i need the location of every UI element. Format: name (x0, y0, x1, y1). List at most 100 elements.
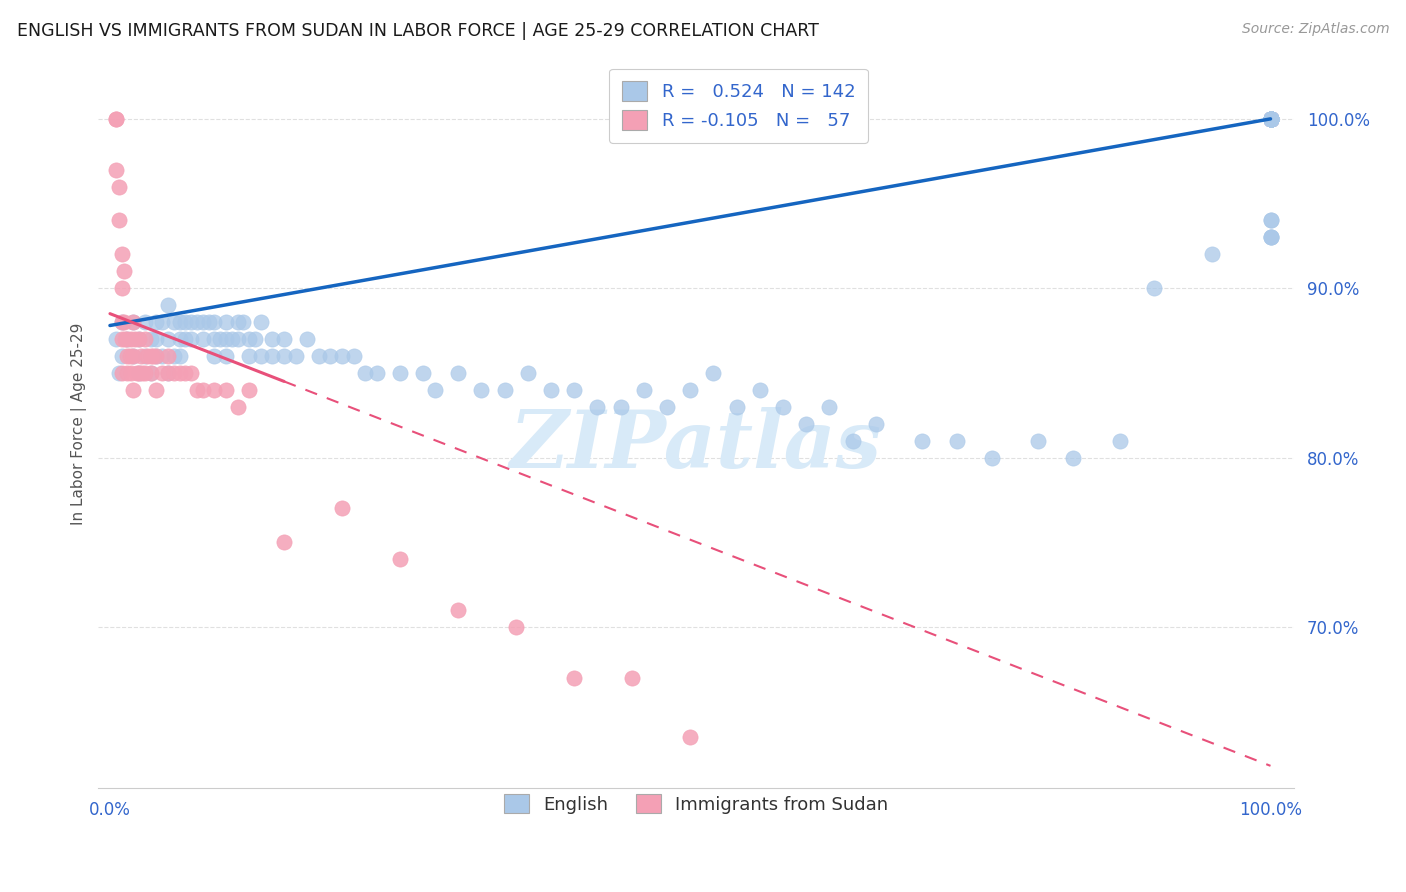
Point (1260, 112, 1282, 126)
Point (1201, 247, 1223, 261)
Point (156, 332, 179, 346)
Point (131, 366, 153, 380)
Point (1260, 112, 1282, 126)
Point (494, 383, 516, 397)
Point (108, 366, 131, 380)
Point (772, 400, 794, 414)
Point (1260, 112, 1282, 126)
Point (1260, 112, 1282, 126)
Point (540, 383, 562, 397)
Point (794, 417, 817, 431)
Point (215, 332, 238, 346)
Point (226, 400, 249, 414)
Point (330, 501, 353, 516)
Point (108, 179, 131, 194)
Point (1108, 434, 1130, 448)
Point (202, 315, 225, 329)
Point (412, 366, 434, 380)
Point (273, 349, 295, 363)
Point (169, 349, 191, 363)
Legend: English, Immigrants from Sudan: English, Immigrants from Sudan (491, 781, 901, 826)
Point (104, 162, 127, 177)
Point (679, 383, 702, 397)
Point (330, 349, 353, 363)
Point (110, 315, 132, 329)
Point (1260, 213, 1282, 227)
Point (122, 315, 145, 329)
Point (1260, 112, 1282, 126)
Point (516, 366, 538, 380)
Point (128, 332, 150, 346)
Point (139, 349, 162, 363)
Point (150, 366, 173, 380)
Point (1143, 281, 1166, 295)
Point (238, 383, 260, 397)
Point (273, 332, 295, 346)
Point (202, 349, 225, 363)
Point (1260, 112, 1282, 126)
Point (150, 349, 173, 363)
Point (226, 315, 249, 329)
Point (1260, 112, 1282, 126)
Point (128, 366, 150, 380)
Point (1028, 434, 1050, 448)
Point (319, 349, 342, 363)
Point (1260, 112, 1282, 126)
Point (1260, 112, 1282, 126)
Point (1260, 112, 1282, 126)
Point (911, 434, 934, 448)
Point (238, 332, 260, 346)
Text: ZIPatlas: ZIPatlas (510, 407, 882, 484)
Point (191, 383, 214, 397)
Point (1260, 112, 1282, 126)
Point (104, 112, 127, 126)
Point (1260, 112, 1282, 126)
Point (110, 332, 132, 346)
Point (134, 315, 156, 329)
Point (110, 349, 132, 363)
Point (145, 349, 167, 363)
Point (505, 620, 527, 634)
Point (1260, 112, 1282, 126)
Point (562, 671, 585, 685)
Point (125, 366, 148, 380)
Point (655, 400, 678, 414)
Point (134, 366, 156, 380)
Point (250, 315, 273, 329)
Point (124, 332, 146, 346)
Point (122, 383, 145, 397)
Point (470, 383, 492, 397)
Point (1260, 112, 1282, 126)
Point (1260, 112, 1282, 126)
Point (139, 366, 162, 380)
Point (1260, 112, 1282, 126)
Point (1260, 112, 1282, 126)
Point (343, 349, 366, 363)
Text: Source: ZipAtlas.com: Source: ZipAtlas.com (1241, 22, 1389, 37)
Point (163, 315, 186, 329)
Point (134, 332, 156, 346)
Point (1260, 112, 1282, 126)
Point (221, 332, 243, 346)
Point (110, 315, 132, 329)
Point (134, 349, 156, 363)
Y-axis label: In Labor Force | Age 25-29: In Labor Force | Age 25-29 (72, 323, 87, 524)
Point (1260, 112, 1282, 126)
Point (679, 730, 702, 744)
Point (633, 383, 655, 397)
Point (586, 400, 609, 414)
Text: ENGLISH VS IMMIGRANTS FROM SUDAN IN LABOR FORCE | AGE 25-29 CORRELATION CHART: ENGLISH VS IMMIGRANTS FROM SUDAN IN LABO… (17, 22, 818, 40)
Point (1260, 112, 1282, 126)
Point (117, 349, 139, 363)
Point (139, 366, 162, 380)
Point (145, 349, 167, 363)
Point (1260, 112, 1282, 126)
Point (250, 349, 273, 363)
Point (156, 366, 179, 380)
Point (447, 366, 470, 380)
Point (1260, 112, 1282, 126)
Point (197, 315, 219, 329)
Point (1260, 112, 1282, 126)
Point (186, 383, 208, 397)
Point (1260, 112, 1282, 126)
